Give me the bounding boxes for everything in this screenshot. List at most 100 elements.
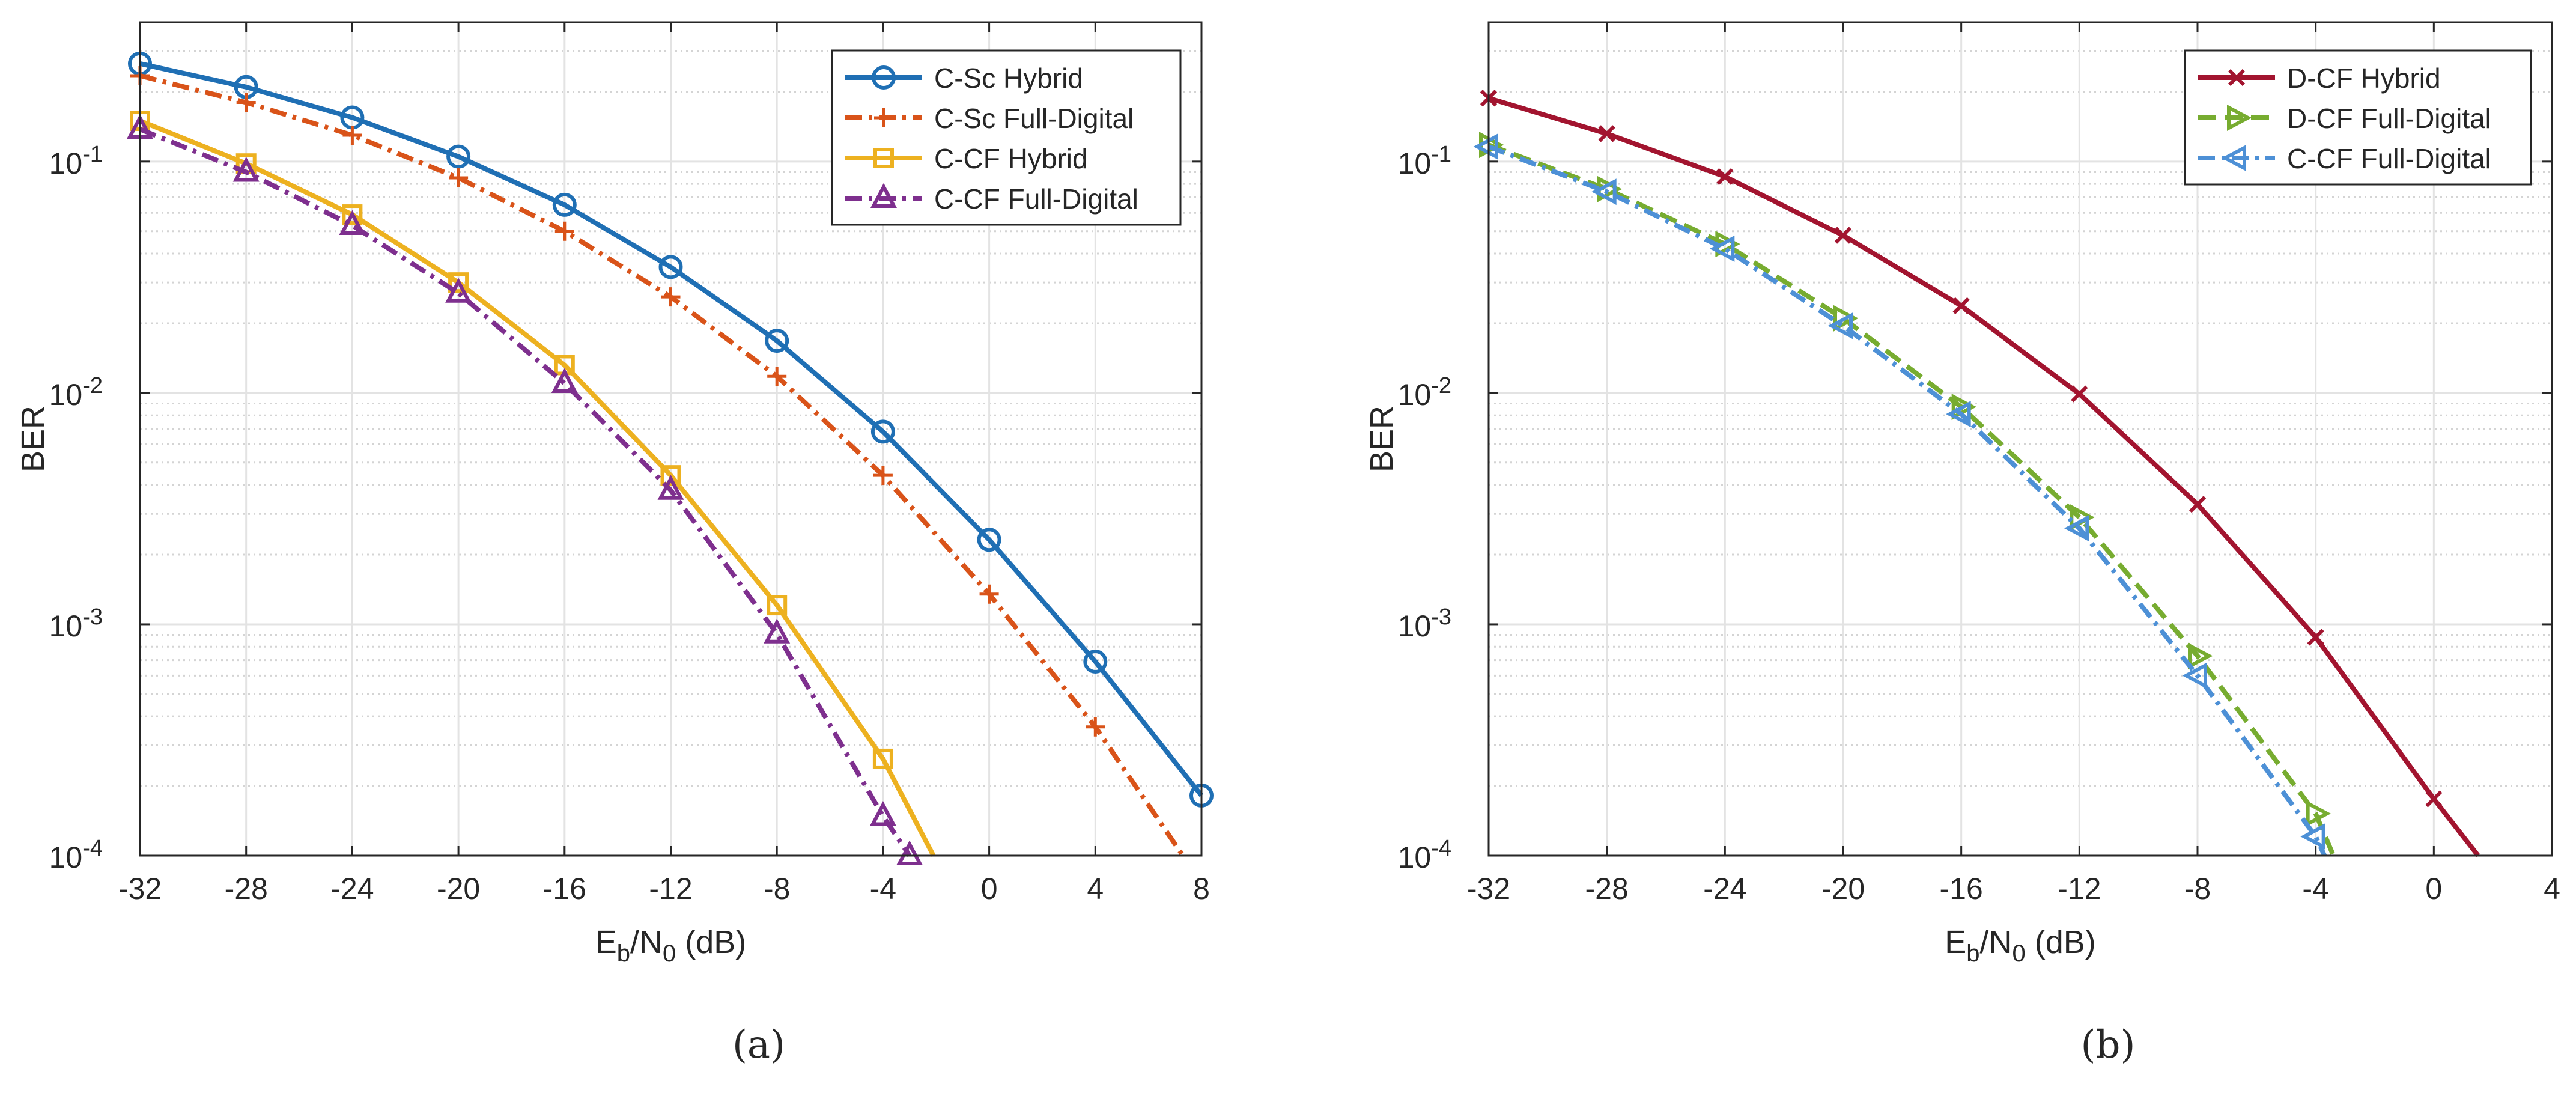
x-tick-label: -12	[2058, 872, 2101, 906]
y-tick-label: 10-1	[1398, 142, 1451, 180]
data-point	[764, 618, 791, 644]
x-tick-label: -20	[437, 872, 480, 906]
x-tick-label: -8	[2184, 872, 2211, 906]
chart-panel-a: -32 -28 -24 -20 -16 -12 -8 -4 0 4 810-110-210-310-…	[15, 21, 1214, 967]
x-tick-label: -4	[2302, 872, 2328, 906]
legend-marker	[870, 183, 897, 208]
data-point	[1827, 312, 1853, 339]
legend-marker	[874, 108, 893, 127]
data-point	[660, 465, 681, 486]
xlabel-part: /N	[630, 924, 663, 960]
xlabel-part: b	[1966, 940, 1979, 967]
data-point	[2188, 642, 2213, 669]
minor-grid	[1489, 21, 2552, 787]
y-tick-exponent: -3	[1431, 604, 1451, 630]
data-point	[2071, 385, 2088, 403]
legend: C-Sc Hybrid C-Sc Full-Digital C-CF Hybrid C…	[831, 49, 1182, 226]
y-tick-exponent: -1	[1431, 142, 1451, 167]
data-point	[2425, 790, 2443, 808]
x-tick-label: -28	[225, 872, 268, 906]
x-tick-label: 4	[1087, 872, 1104, 906]
data-point	[2189, 496, 2207, 513]
legend-label: C-Sc Full-Digital	[934, 103, 1134, 134]
data-point	[1709, 235, 1735, 262]
y-tick-exponent: -4	[1431, 836, 1451, 861]
x-tick-label: -12	[649, 872, 692, 906]
series-c-cf-hybrid	[130, 111, 936, 857]
legend-label: C-CF Full-Digital	[934, 183, 1138, 215]
data-point	[870, 419, 895, 444]
data-point	[554, 221, 574, 241]
x-tick-label: -28	[1585, 872, 1629, 906]
data-point	[1598, 125, 1615, 142]
x-tick-label: -24	[330, 872, 374, 906]
data-point	[1473, 133, 1498, 160]
data-point	[658, 255, 683, 279]
series-line	[139, 61, 1204, 797]
x-tick-label: -20	[1821, 872, 1865, 906]
y-tick-label: 10-2	[49, 373, 103, 412]
legend-marker	[873, 148, 894, 168]
caption-a: (a)	[732, 1023, 785, 1067]
y-tick-label: 10-4	[1398, 836, 1451, 874]
series-line	[1487, 96, 2480, 857]
data-point	[2307, 629, 2324, 646]
data-point	[1833, 305, 1859, 332]
data-point	[869, 801, 896, 826]
data-point	[2300, 823, 2325, 850]
x-tick-label: -8	[764, 872, 790, 906]
data-point	[445, 278, 472, 303]
data-point	[448, 272, 469, 293]
y-tick-exponent: -4	[82, 836, 103, 861]
data-point	[767, 595, 788, 616]
legend-label: C-CF Full-Digital	[2287, 143, 2491, 174]
legend-label: C-Sc Hybrid	[934, 62, 1083, 94]
x-tick-label: -16	[543, 872, 586, 906]
xlabel-part: b	[617, 940, 630, 967]
caption-b: (b)	[2081, 1023, 2136, 1067]
y-tick-exponent: -3	[82, 604, 103, 630]
y-tick-label: 10-3	[1398, 604, 1451, 643]
y-axis-label: BER	[15, 406, 51, 472]
data-point	[1716, 168, 1734, 186]
xlabel-part: (dB)	[676, 924, 746, 960]
x-tick-label: -32	[118, 872, 162, 906]
series-line	[139, 127, 912, 857]
legend: D-CF Hybrid D-CF Full-Digital C-CF Full-Di…	[2184, 49, 2532, 186]
chart-panel-b: -32 -28 -24 -20 -16 -12 -8 -4 0 410-110-210-310-4…	[1364, 21, 2560, 967]
x-tick-label: 4	[2544, 872, 2560, 906]
data-point	[661, 287, 681, 307]
x-tick-label: 0	[2425, 872, 2442, 906]
y-tick-label: 10-4	[49, 836, 103, 874]
data-point	[765, 329, 789, 353]
data-point	[339, 210, 366, 235]
y-tick-label: 10-1	[49, 142, 103, 180]
data-point	[1946, 401, 1971, 428]
x-tick-label: -24	[1703, 872, 1746, 906]
x-tick-label: 0	[981, 872, 998, 906]
data-point	[1083, 649, 1108, 674]
data-point	[551, 368, 578, 393]
data-point	[342, 204, 363, 225]
y-tick-label: 10-2	[1398, 373, 1451, 412]
xlabel-part: E	[595, 924, 617, 960]
series-line	[1487, 144, 2327, 857]
y-tick-exponent: -1	[82, 142, 103, 167]
data-point	[873, 466, 893, 486]
data-point	[657, 475, 684, 500]
legend-marker	[2228, 69, 2246, 87]
x-tick-label: -16	[1940, 872, 1983, 906]
x-axis-label: Eb/N0 (dB)	[595, 924, 747, 967]
y-tick-exponent: -2	[1431, 373, 1451, 398]
xlabel-part: 0	[2012, 940, 2026, 967]
data-point	[446, 144, 471, 169]
legend-label: C-CF Hybrid	[934, 143, 1088, 174]
xlabel-part: 0	[663, 940, 676, 967]
data-point	[977, 528, 1001, 552]
data-point	[2064, 515, 2089, 542]
axes-box	[1487, 21, 2553, 857]
data-point	[1591, 178, 1617, 206]
data-point	[342, 125, 362, 145]
xlabel-part: E	[1945, 924, 1966, 960]
series-line	[139, 118, 936, 857]
